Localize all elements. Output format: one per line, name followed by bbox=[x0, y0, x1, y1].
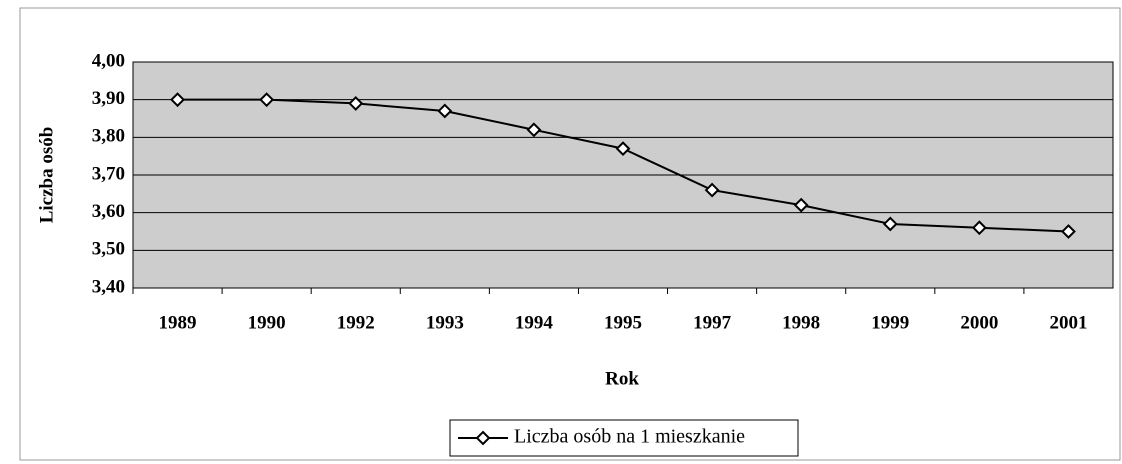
y-axis-label: Liczba osób bbox=[36, 127, 57, 224]
point-marker bbox=[971, 220, 987, 236]
point-marker bbox=[615, 141, 631, 157]
point-marker bbox=[793, 197, 809, 213]
x-tick-label: 1989 bbox=[159, 312, 197, 333]
y-tick-label: 3,60 bbox=[92, 201, 125, 222]
x-tick-label: 2000 bbox=[960, 312, 998, 333]
point-marker bbox=[170, 92, 185, 108]
x-tick-label: 1999 bbox=[871, 312, 909, 333]
point-marker bbox=[259, 92, 275, 108]
point-marker bbox=[437, 103, 453, 119]
x-tick-label: 2001 bbox=[1049, 312, 1087, 333]
x-tick-label: 1990 bbox=[248, 312, 286, 333]
y-tick-label: 3,90 bbox=[92, 88, 125, 109]
y-tick-label: 4,00 bbox=[92, 50, 125, 71]
y-tick-label: 3,70 bbox=[92, 163, 125, 184]
point-marker bbox=[704, 182, 720, 198]
x-tick-label: 1993 bbox=[426, 312, 464, 333]
x-tick-label: 1998 bbox=[782, 312, 820, 333]
point-marker bbox=[1061, 224, 1076, 239]
point-marker bbox=[348, 96, 364, 111]
point-marker bbox=[882, 216, 898, 232]
y-tick-label: 3,40 bbox=[92, 276, 125, 297]
x-tick-label: 1997 bbox=[693, 312, 732, 333]
x-axis-label: Rok bbox=[605, 368, 639, 389]
x-tick-label: 1994 bbox=[515, 312, 554, 333]
y-tick-label: 3,80 bbox=[92, 126, 125, 147]
chart-frame bbox=[19, 7, 1121, 461]
x-tick-label: 1992 bbox=[337, 312, 375, 333]
legend-marker bbox=[475, 430, 491, 446]
y-tick-label: 3,50 bbox=[92, 239, 125, 260]
point-marker bbox=[526, 122, 542, 138]
x-tick-label: 1995 bbox=[604, 312, 642, 333]
legend-label: Liczba osób na 1 mieszkanie bbox=[514, 426, 745, 448]
